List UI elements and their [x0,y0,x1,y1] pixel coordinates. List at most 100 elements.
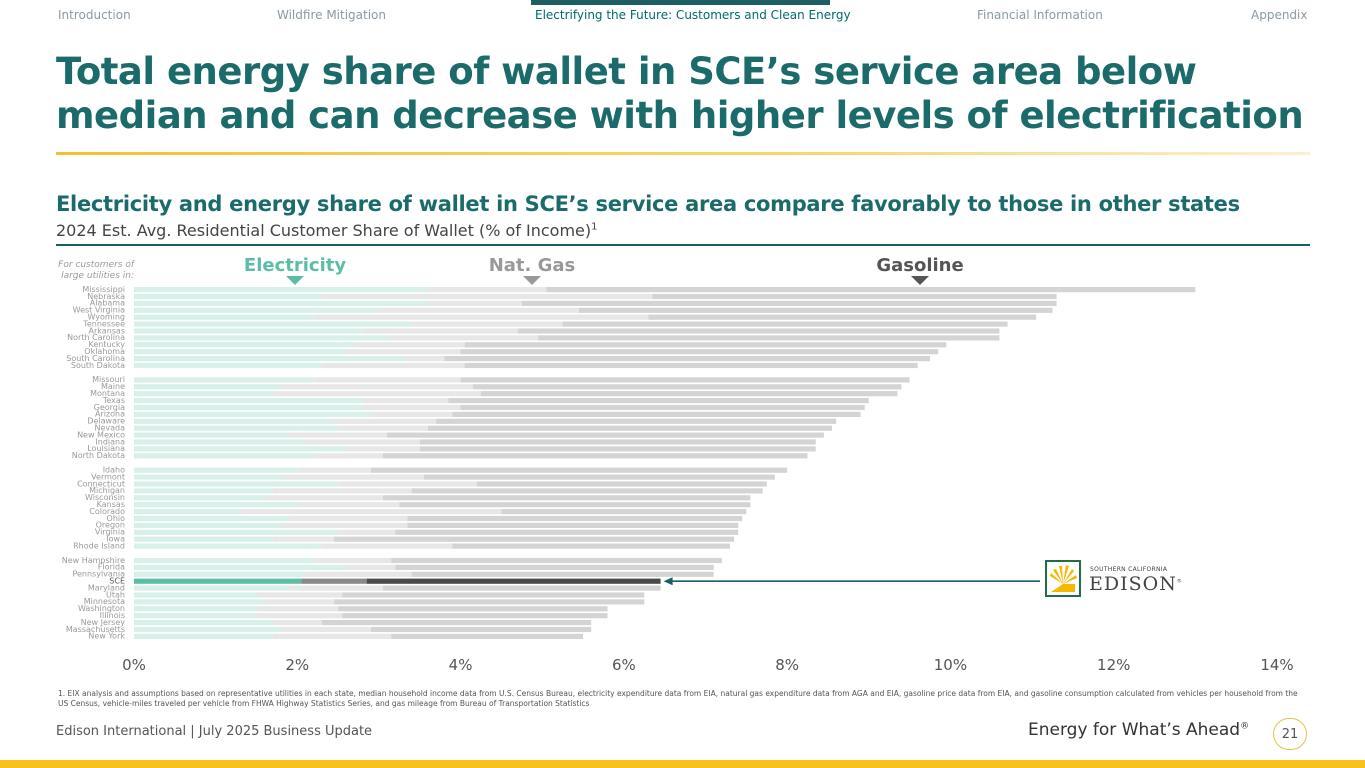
x-tick-label: 2% [285,656,309,674]
series-header-gasoline: Gasoline [876,255,963,276]
bar-rhode-island-nat-gas [321,543,453,549]
title-divider [56,152,1310,155]
bar-arkansas-electricity [134,328,363,334]
bar-arizona-electricity [134,411,371,417]
bar-south-carolina-nat-gas [403,356,445,362]
bar-wyoming-gasoline [648,314,1037,320]
bar-florida-nat-gas [346,564,396,570]
bar-louisiana-nat-gas [346,446,420,452]
bar-wyoming-nat-gas [313,314,649,320]
bar-nebraska-gasoline [652,293,1057,300]
bar-iowa-gasoline [334,536,735,542]
bar-connecticut-gasoline [476,481,767,487]
state-label-maryland: Maryland [88,583,125,592]
sun-icon [1050,565,1077,592]
logo-small-text: SOUTHERN CALIFORNIA [1090,566,1168,573]
bar-delaware-nat-gas [329,418,437,424]
bar-arizona-gasoline [452,411,861,417]
bar-texas-gasoline [448,398,869,404]
bar-iowa-nat-gas [272,536,335,542]
bar-maine-nat-gas [280,384,473,390]
state-label-new-hampshire: New Hampshire [62,556,125,565]
bar-montana-nat-gas [272,391,481,397]
bar-tennessee-electricity [134,321,412,327]
state-label-texas: Texas [102,396,125,405]
state-label-north-dakota: North Dakota [72,451,125,460]
series-marker-electricity [286,276,304,285]
state-label-kentucky: Kentucky [88,340,125,349]
bar-indiana-gasoline [419,439,816,445]
x-tick-label: 12% [1097,656,1130,674]
bar-new-jersey-gasoline [321,620,592,626]
bar-massachusetts-gasoline [370,626,592,633]
state-label-maine: Maine [101,382,125,391]
nav-tab-electrifying-the-future[interactable]: Electrifying the Future: Customers and C… [535,8,851,22]
bar-georgia-gasoline [460,404,865,411]
bar-new-york-nat-gas [272,633,392,639]
x-tick-label: 14% [1260,656,1293,674]
bar-arkansas-gasoline [517,328,1000,334]
state-label-sce: SCE [109,577,125,586]
bar-south-carolina-gasoline [444,356,931,362]
bar-idaho-nat-gas [297,467,371,473]
x-tick-label: 8% [775,656,799,674]
bar-michigan-electricity [134,488,273,494]
bar-oregon-nat-gas [280,522,408,528]
bar-kentucky-gasoline [464,342,947,348]
bar-missouri-electricity [134,377,314,383]
bar-north-dakota-electricity [134,453,314,459]
nav-tab-appendix[interactable]: Appendix [1251,8,1308,22]
bar-massachusetts-electricity [134,626,281,633]
bar-new-hampshire-electricity [134,557,314,564]
bar-utah-gasoline [342,592,645,598]
state-label-arizona: Arizona [95,410,125,419]
state-label-massachusetts: Massachusetts [66,625,125,634]
bar-washington-gasoline [338,606,608,612]
state-label-new-jersey: New Jersey [81,618,126,627]
bar-florida-gasoline [395,564,714,570]
state-label-michigan: Michigan [89,486,125,495]
bar-delaware-electricity [134,418,330,424]
bar-south-carolina-electricity [134,356,404,362]
bar-illinois-gasoline [342,613,608,619]
state-label-west-virginia: West Virginia [73,306,125,315]
state-label-south-dakota: South Dakota [71,361,125,370]
subheading-divider [56,244,1310,246]
state-label-north-carolina: North Carolina [67,333,125,342]
bar-idaho-electricity [134,467,298,473]
bar-minnesota-electricity [134,599,265,605]
bar-virginia-electricity [134,529,339,535]
bar-west-virginia-gasoline [578,307,1053,313]
bar-texas-electricity [134,398,363,404]
nav-tab-introduction[interactable]: Introduction [58,8,131,22]
bar-rhode-island-electricity [134,543,322,549]
state-label-new-york: New York [88,632,125,641]
bar-south-dakota-electricity [134,362,322,369]
series-marker-nat-gas [523,276,541,285]
state-label-missouri: Missouri [92,375,125,384]
series-marker-gasoline [911,276,929,285]
bar-minnesota-nat-gas [264,599,335,605]
state-label-iowa: Iowa [106,535,125,544]
bar-wyoming-electricity [134,314,314,320]
bar-maryland-electricity [134,585,290,591]
bar-nebraska-nat-gas [321,293,653,300]
bar-ohio-electricity [134,515,290,522]
nav-tab-financial-information[interactable]: Financial Information [977,8,1103,22]
bar-kansas-gasoline [399,502,751,508]
bar-tennessee-gasoline [562,321,1008,327]
bottom-accent-bar [0,760,1365,768]
bar-oklahoma-nat-gas [346,349,461,355]
bar-new-york-electricity [134,633,273,639]
bar-new-mexico-electricity [134,432,290,438]
bar-wisconsin-nat-gas [264,495,384,501]
bar-michigan-gasoline [411,488,763,494]
bar-rhode-island-gasoline [452,543,730,549]
nav-tab-wildfire-mitigation[interactable]: Wildfire Mitigation [277,8,386,22]
footer-tagline: Energy for What’s Ahead® [1028,720,1250,740]
bar-missouri-nat-gas [313,377,461,383]
bar-sce-electricity [134,578,302,584]
bar-north-carolina-electricity [134,335,388,341]
state-label-pennsylvania: Pennsylvania [72,570,125,579]
